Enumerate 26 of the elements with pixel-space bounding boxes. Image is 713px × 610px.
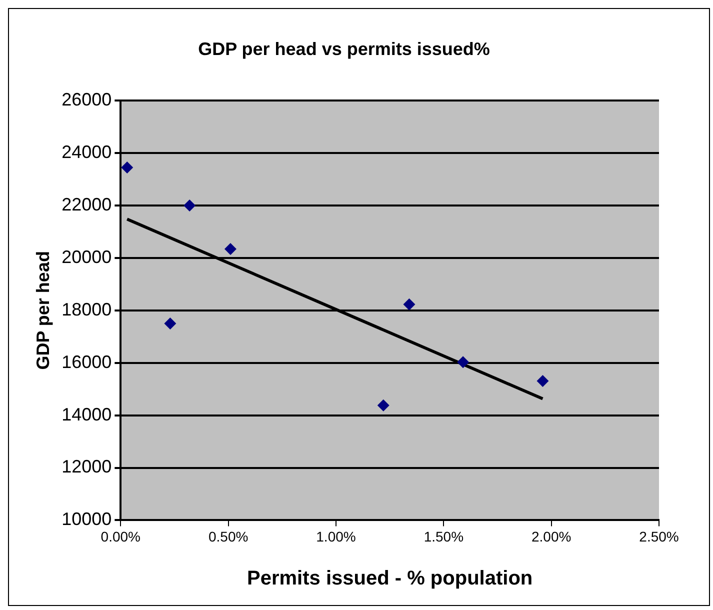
x-axis-title: Permits issued - % population bbox=[247, 568, 533, 590]
y-tick-label: 22000 bbox=[62, 194, 112, 214]
y-tick-label: 10000 bbox=[62, 509, 112, 530]
point bbox=[164, 318, 176, 330]
point bbox=[403, 298, 416, 310]
x-tick-label: 0.50% bbox=[208, 528, 248, 544]
point bbox=[457, 356, 470, 368]
x-tick-label: 1.00% bbox=[316, 528, 356, 544]
point bbox=[184, 200, 196, 212]
y-tick-label: 16000 bbox=[62, 352, 112, 372]
point bbox=[224, 243, 236, 256]
point bbox=[536, 374, 549, 387]
y-tick-label: 20000 bbox=[62, 246, 112, 267]
x-tick-label: 2.00% bbox=[531, 528, 572, 544]
y-tick-label: 18000 bbox=[62, 299, 112, 320]
y-axis-title: GDP per head bbox=[32, 251, 53, 370]
chart-title: GDP per head vs permits issued% bbox=[198, 38, 490, 59]
y-tick-label: 14000 bbox=[62, 404, 112, 424]
x-tick-label: 0.00% bbox=[100, 528, 141, 544]
point bbox=[377, 399, 390, 412]
y-tick-label: 26000 bbox=[62, 90, 112, 110]
y-tick-label: 12000 bbox=[62, 456, 112, 477]
y-tick-label: 24000 bbox=[62, 142, 112, 162]
x-tick-label: 1.50% bbox=[424, 528, 464, 544]
point bbox=[121, 161, 134, 174]
x-tick-label: 2.50% bbox=[639, 528, 679, 544]
